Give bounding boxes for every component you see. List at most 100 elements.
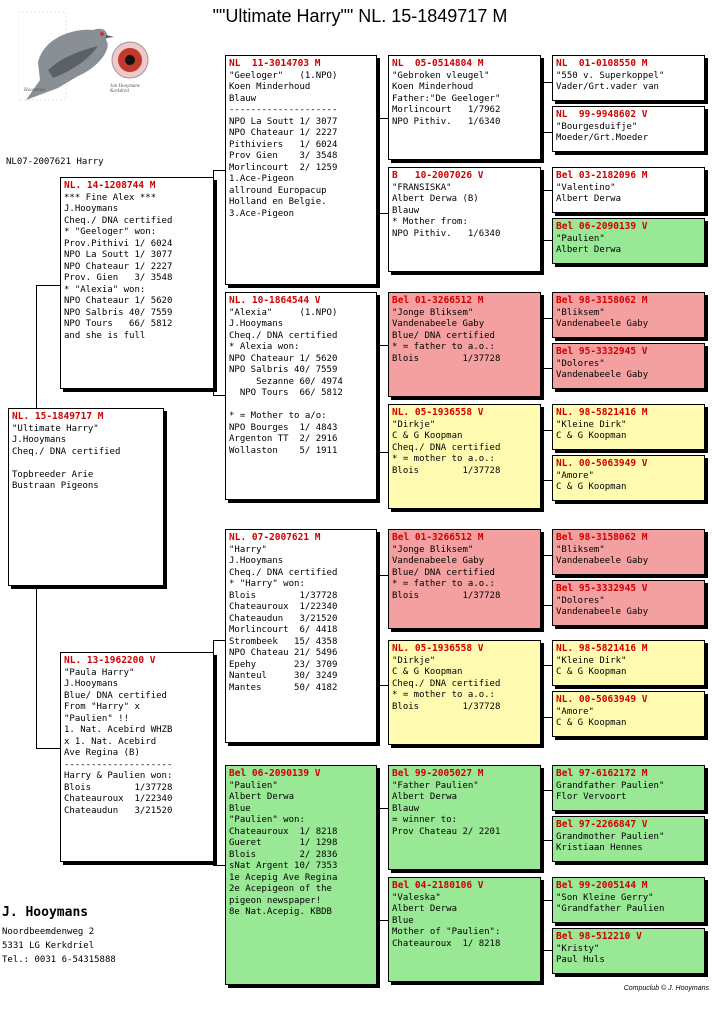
pedigree-line: "Kleine Dirk": [556, 419, 627, 430]
pedigree-box-ssd: B 10-2007026 V "FRANSISKA" Albert Derwa (B…: [388, 167, 541, 272]
pedigree-line: Blauw: [392, 205, 420, 216]
pedigree-line: Nanteul 30/ 3249: [229, 671, 338, 681]
pedigree-line: Blue: [229, 803, 251, 814]
pedigree-line: [229, 400, 373, 412]
pedigree-line: "550 v. Superkoppel": [556, 70, 665, 81]
pedigree-box-sds: Bel 01-3266512 M "Jonge Bliksem" Vandenabe…: [388, 292, 541, 397]
ring-number: NL 11-3014703 M: [229, 58, 321, 69]
pedigree-box-g3: Bel 03-2182096 M "Valentino" Albert Derwa: [552, 167, 705, 213]
page-title: ""Ultimate Harry"" NL. 15-1849717 M: [212, 6, 508, 26]
pedigree-line: C & G Koopman: [556, 667, 627, 677]
ring-number: NL. 05-1936558 V: [392, 407, 484, 418]
pedigree-line: NPO Salbris 40/ 7559: [229, 365, 338, 375]
pedigree-line: "Gebroken vleugel": [392, 70, 490, 81]
pedigree-box-ddd: Bel 04-2180106 V "Valeska" Albert Derwa Blu…: [388, 877, 541, 982]
owner-address: Noordbeemdenweg 2: [2, 927, 95, 937]
pedigree-line: "Paulien" won:: [229, 815, 305, 825]
pedigree-line: Gueret 1/ 1298: [229, 838, 338, 848]
ring-number: Bel 98-3158062 M: [556, 532, 648, 543]
pedigree-line: Grandfather Paulien": [556, 780, 665, 791]
pedigree-line: Topbreeder Arie: [12, 469, 94, 480]
pedigree-line: * = father to a.o.:: [392, 579, 495, 589]
ring-number: Bel 04-2180106 V: [392, 880, 484, 891]
pedigree-line: pigeon newspaper!: [229, 895, 322, 906]
pedigree-line: * = mother to a.o.:: [392, 454, 495, 464]
pedigree-line: "Geeloger" (1.NPO): [229, 70, 338, 81]
pedigree-line: NPO Tours 66/ 5812: [64, 319, 173, 329]
pedigree-line: "Jonge Bliksem": [392, 307, 474, 318]
pedigree-line: NPO Salbris 40/ 7559: [64, 307, 173, 318]
ring-number: NL. 14-1208744 M: [64, 180, 156, 191]
ring-number: Bel 98-512210 V: [556, 931, 642, 942]
pedigree-line: Harry & Paulien won:: [64, 771, 173, 781]
pedigree-line: Chateauroux 1/22340: [229, 602, 338, 612]
pedigree-line: Albert Derwa: [556, 245, 622, 255]
pedigree-line: "Dirkje": [392, 419, 436, 430]
pedigree-box-dds: Bel 99-2005027 M "Father Paulien" Albert D…: [388, 765, 541, 870]
pedigree-line: NPO Bourges 1/ 4843: [229, 422, 338, 433]
pedigree-line: NPO Chateaur 1/ 5620: [64, 296, 173, 306]
pedigree-box-sire-dam: NL. 10-1864544 V "Alexia" (1.NPO) J.Hooyma…: [225, 292, 377, 500]
pedigree-line: * = mother to a.o.:: [392, 690, 495, 700]
pedigree-line: NPO Chateau 21/ 5496: [229, 648, 338, 658]
pedigree-line: Blois 1/37728: [392, 465, 501, 476]
pedigree-box-dsd: NL. 05-1936558 V "Dirkje" C & G Koopman Che…: [388, 640, 541, 745]
pedigree-line: Cheq./ DNA certified: [392, 678, 501, 689]
breeder-logo: Hooymans Jan Hooymans Kerkdriel: [17, 8, 158, 108]
pedigree-line: = winner to:: [392, 815, 458, 825]
owner-city: 5331 LG Kerkdriel: [2, 941, 95, 951]
pedigree-line: Blois 1/37728: [392, 701, 501, 712]
pedigree-line: Ave Regina (B): [64, 748, 140, 758]
pedigree-line: Blue/ DNA certified: [392, 567, 495, 578]
pedigree-line: "Son Kleine Gerry": [556, 892, 654, 903]
pedigree-line: 2e Acepigeon of the: [229, 884, 332, 894]
pedigree-line: Cheq./ DNA certified: [64, 215, 173, 226]
pedigree-line: --------------------: [229, 105, 338, 115]
pigeon-logo-icon: [17, 11, 149, 101]
pedigree-line: "Harry": [229, 544, 267, 555]
pedigree-box-sire-sire: NL 11-3014703 M "Geeloger" (1.NPO) Koen Mi…: [225, 55, 377, 285]
pedigree-line: Argenton TT 2/ 2916: [229, 434, 338, 444]
pedigree-line: "Jonge Bliksem": [392, 544, 474, 555]
pedigree-line: From "Harry" x: [64, 702, 140, 712]
pedigree-box-sss: NL 05-0514804 M "Gebroken vleugel" Koen Mi…: [388, 55, 541, 160]
pedigree-box-dam-dam: Bel 06-2090139 V "Paulien" Albert Derwa Blu…: [225, 765, 377, 985]
pedigree-box-g7: NL. 98-5821416 M "Kleine Dirk" C & G Koopm…: [552, 404, 705, 450]
ring-number: NL. 98-5821416 M: [556, 407, 648, 418]
pedigree-box-g4: Bel 06-2090139 V "Paulien" Albert Derwa: [552, 218, 705, 264]
ring-number: Bel 06-2090139 V: [229, 768, 321, 779]
pedigree-line: "Amore": [556, 706, 594, 717]
pedigree-line: "Paulien" !!: [64, 713, 130, 724]
pedigree-line: "Paula Harry": [64, 667, 135, 678]
ring-number: Bel 99-2005144 M: [556, 880, 648, 891]
pedigree-box-g11: NL. 98-5821416 M "Kleine Dirk" C & G Koopm…: [552, 640, 705, 686]
pedigree-line: Koen Minderhoud: [229, 82, 311, 92]
pedigree-box-sdd: NL. 05-1936558 V "Dirkje" C & G Koopman Che…: [388, 404, 541, 509]
ring-number: NL. 15-1849717 M: [12, 411, 104, 422]
pedigree-line: C & G Koopman: [392, 667, 463, 677]
pedigree-box-g12: NL. 00-5063949 V "Amore" C & G Koopman: [552, 691, 705, 737]
pedigree-line: NPO Chateaur 1/ 5620: [229, 353, 338, 364]
ring-number: NL 01-0108550 M: [556, 58, 648, 69]
pedigree-line: NPO La Soutt 1/ 3077: [229, 116, 338, 127]
pedigree-line: Morlincourt 6/ 4418: [229, 625, 338, 635]
pedigree-line: "Father Paulien": [392, 780, 479, 791]
pedigree-line: "Valeska": [392, 892, 441, 903]
pedigree-box-g14: Bel 97-2266847 V Grandmother Paulien" Kris…: [552, 816, 705, 862]
owner-name: J. Hooymans: [2, 905, 89, 920]
pedigree-line: J.Hooymans: [229, 319, 284, 329]
ring-number: NL. 00-5063949 V: [556, 694, 648, 705]
pedigree-line: J.Hooymans: [64, 679, 119, 689]
pedigree-line: J.Hooymans: [12, 435, 67, 445]
pedigree-line: Prov Chateau 2/ 2201: [392, 826, 501, 837]
pedigree-line: Wollaston 5/ 1911: [229, 445, 338, 456]
pedigree-line: 1.Ace-Pigeon: [229, 174, 295, 184]
pedigree-line: "FRANSISKA": [392, 182, 452, 193]
pedigree-line: 1e Acepig Ave Regina: [229, 872, 338, 883]
pedigree-line: Blue: [392, 915, 414, 926]
pedigree-line: Chateauroux 1/ 8218: [392, 938, 501, 949]
pedigree-line: Vandenabeele Gaby: [556, 319, 649, 329]
ring-number: Bel 06-2090139 V: [556, 221, 648, 232]
pedigree-box-g5: Bel 98-3158062 M "Bliksem" Vandenabeele Ga…: [552, 292, 705, 338]
pedigree-box-dam: NL. 13-1962200 V "Paula Harry" J.Hooymans B…: [60, 652, 214, 862]
